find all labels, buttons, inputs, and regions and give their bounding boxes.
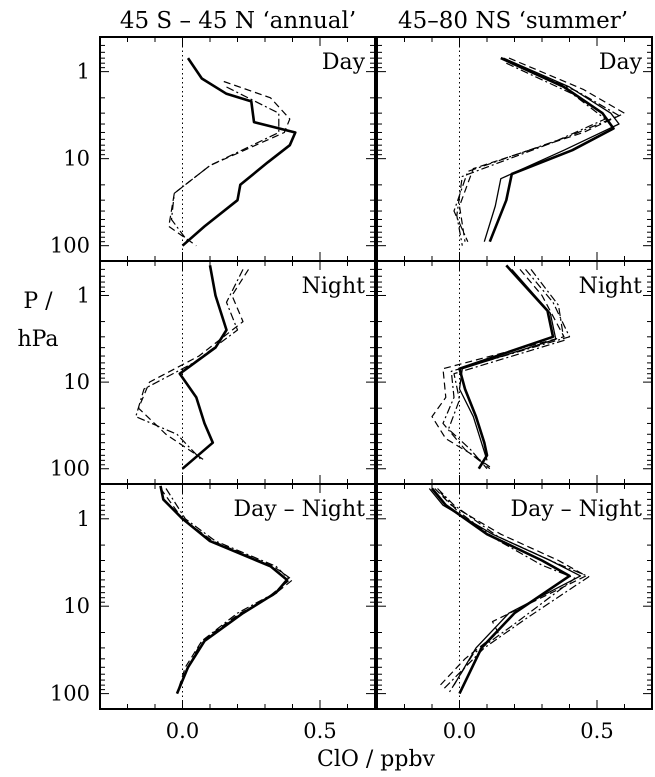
series-line-4 <box>442 269 571 470</box>
panel-label: Day <box>322 50 366 75</box>
y-tick-label: 10 <box>63 147 90 171</box>
series-line-2 <box>160 488 294 694</box>
panel-label: Day – Night <box>510 497 642 522</box>
y-axis-title-line1: P / <box>23 289 53 314</box>
y-tick-label: 1 <box>77 283 90 307</box>
series-line-3 <box>165 488 291 668</box>
series-line-5 <box>439 492 576 694</box>
x-tick-label: 0.0 <box>443 719 476 743</box>
series-line-1 <box>181 57 297 247</box>
series-line-5 <box>447 269 565 470</box>
series-line-2 <box>483 57 620 242</box>
panel-label: Day – Night <box>233 497 365 522</box>
y-tick-label: 100 <box>50 682 90 706</box>
series-line-1 <box>159 485 289 695</box>
series-line-1 <box>178 265 228 470</box>
series-line-2 <box>428 488 582 686</box>
series-line-2 <box>458 268 557 461</box>
series-line-1 <box>430 487 571 695</box>
y-axis-title-line2: hPa <box>17 327 58 352</box>
series-line-5 <box>456 62 606 246</box>
panel-3: 1 10 100 Night <box>50 260 376 485</box>
panel-4: Night <box>376 260 653 485</box>
y-tick-label: 10 <box>63 594 90 618</box>
x-axis-title: ClO / ppbv <box>317 747 436 772</box>
series-line-2 <box>168 80 291 247</box>
panels-group: 1 10 100 Day Day 1 10 100 Night Night 1 10 100 0.0 0.5… <box>50 36 653 743</box>
panel-5: 1 10 100 0.0 0.5 Day – Night <box>50 483 376 743</box>
series-line-3 <box>135 269 244 461</box>
series-line-3 <box>434 488 587 686</box>
series-line-4 <box>453 62 620 242</box>
y-tick-label: 1 <box>77 507 90 531</box>
series-line-2 <box>137 269 250 461</box>
x-tick-label: 0.0 <box>166 719 199 743</box>
x-tick-label: 0.5 <box>580 719 613 743</box>
series-line-3 <box>170 86 280 243</box>
panel-label: Night <box>579 274 643 299</box>
panel-label: Day <box>599 50 643 75</box>
y-tick-label: 1 <box>77 60 90 84</box>
column-title-left: 45 S – 45 N ‘annual’ <box>120 8 356 34</box>
series-line-1 <box>488 56 615 243</box>
panel-1: 1 10 100 Day <box>50 36 376 262</box>
column-title-right: 45–80 NS ‘summer’ <box>398 8 628 34</box>
x-tick-label: 0.5 <box>303 719 336 743</box>
series-line-4 <box>437 488 590 691</box>
panel-6: 0.0 0.5 Day – Night <box>376 483 653 743</box>
series-line-1 <box>458 264 555 470</box>
y-tick-label: 100 <box>50 234 90 258</box>
panel-label: Night <box>302 274 366 299</box>
y-tick-label: 10 <box>63 370 90 394</box>
series-line-3 <box>431 269 565 470</box>
panel-2: Day <box>376 36 653 262</box>
y-tick-label: 100 <box>50 457 90 481</box>
series-line-3 <box>458 57 626 242</box>
